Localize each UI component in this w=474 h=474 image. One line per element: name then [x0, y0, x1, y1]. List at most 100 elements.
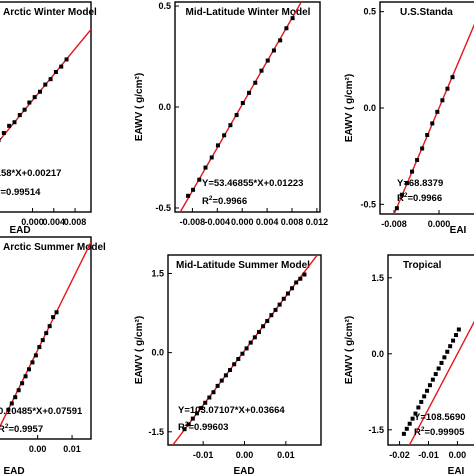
data-point: [248, 340, 253, 345]
data-point: [435, 109, 440, 114]
x-tick-label: -0.02: [389, 450, 410, 460]
data-point: [265, 318, 270, 323]
x-tick-label: 0.00: [236, 450, 254, 460]
data-point: [9, 401, 14, 406]
r-squared: R2=0.99603: [178, 421, 228, 433]
data-point: [17, 113, 22, 118]
data-point: [182, 427, 187, 432]
data-point: [194, 411, 199, 416]
data-point: [271, 48, 276, 53]
data-point: [13, 395, 18, 400]
fit-equation: Y=103.07107*X+0.03664: [178, 405, 285, 416]
data-point: [199, 406, 204, 411]
data-point: [281, 296, 286, 301]
data-point: [294, 280, 299, 285]
r-squared: R2=0.99514: [0, 186, 41, 198]
data-point: [427, 383, 432, 388]
data-point: [215, 383, 220, 388]
data-point: [410, 169, 415, 174]
data-point: [228, 123, 233, 128]
data-point: [47, 324, 52, 329]
data-point: [197, 177, 202, 182]
data-point: [269, 313, 274, 318]
y-tick-label: 0.0: [158, 102, 171, 112]
y-axis-label: EAWV ( g/cm²): [344, 74, 355, 142]
x-tick-label: 0.004: [43, 217, 66, 227]
x-tick-label: 0.01: [277, 450, 295, 460]
chart-title: Mid-Latitude Summer Model: [176, 260, 310, 271]
y-tick-label: 0.5: [158, 1, 171, 11]
data-point: [240, 351, 245, 356]
data-point: [422, 394, 427, 399]
plot-area: [0, 241, 91, 428]
data-point: [232, 362, 237, 367]
plot-area: [0, 29, 91, 143]
y-axis-label: EAWV ( g/cm²): [134, 73, 145, 141]
data-point: [442, 355, 447, 360]
plot-area: [171, 255, 319, 445]
data-point: [228, 368, 233, 373]
y-axis-label: EAWV ( g/cm²): [134, 316, 145, 384]
data-point: [186, 422, 191, 427]
data-point: [277, 302, 282, 307]
x-tick-label: 0.004: [256, 217, 279, 227]
x-tick-label: -0.008: [381, 219, 407, 229]
plot-area: [179, 2, 303, 212]
data-point: [247, 90, 252, 95]
x-tick-label: -0.004: [205, 217, 231, 227]
y-tick-label: 0.0: [371, 349, 384, 359]
data-point: [410, 416, 415, 421]
data-point: [16, 388, 21, 393]
data-point: [223, 373, 228, 378]
data-point: [30, 360, 35, 365]
plot-frame: [0, 1, 92, 213]
x-tick-label: 0.008: [64, 217, 87, 227]
plot-frame: [0, 236, 92, 440]
plot-area: [393, 23, 474, 214]
data-point: [253, 80, 258, 85]
data-point: [211, 390, 216, 395]
data-point: [415, 158, 420, 163]
fit-equation: Y=53.46855*X+0.01223: [202, 178, 303, 189]
data-point: [259, 68, 264, 73]
data-point: [278, 38, 283, 43]
data-point: [261, 324, 266, 329]
data-point: [203, 400, 208, 405]
data-point: [401, 431, 406, 436]
data-point: [59, 64, 64, 69]
data-point: [290, 286, 295, 291]
data-point: [456, 327, 461, 332]
data-point: [425, 388, 430, 393]
chart-panel: Arctic Summer Model 0.00 0.01 EAD 0.10485*X+…: [0, 236, 106, 474]
data-point: [27, 367, 31, 372]
x-tick-label: 0.012: [306, 217, 329, 227]
data-point: [215, 143, 220, 148]
chart-panel: Tropical -0.02 -0.01 0.00 -1.5 0.0 1.5 EAWV ( g…: [344, 254, 474, 474]
data-point: [33, 353, 38, 358]
chart-title: U.S.Standa: [400, 7, 453, 18]
data-point: [190, 416, 195, 421]
plot-area: [401, 320, 474, 445]
data-point: [44, 331, 49, 336]
data-point: [0, 138, 1, 143]
data-point: [12, 120, 17, 125]
data-point: [51, 315, 56, 320]
data-point: [399, 192, 404, 197]
data-point: [54, 310, 59, 315]
x-tick-label: 0.00: [29, 444, 47, 454]
data-point: [430, 121, 435, 126]
data-point: [207, 395, 212, 400]
x-tick-label: 0.00: [449, 450, 467, 460]
fit-equation: 0.10485*X+0.07591: [0, 406, 83, 417]
data-point: [219, 378, 224, 383]
data-point: [404, 426, 409, 431]
data-point: [413, 411, 418, 416]
data-point: [37, 89, 42, 94]
r-squared-value: =0.9957: [9, 424, 44, 435]
y-tick-label: -1.5: [148, 427, 164, 437]
r-squared-value: =0.99514: [1, 187, 42, 198]
data-point: [244, 346, 249, 351]
x-tick-label: -0.01: [193, 450, 214, 460]
y-tick-label: -1.5: [368, 425, 384, 435]
